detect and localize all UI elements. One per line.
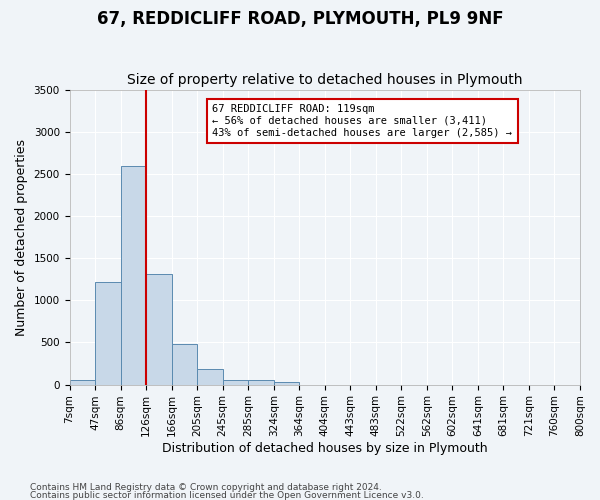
Bar [248, 380, 274, 384]
Bar [197, 369, 223, 384]
Bar [172, 344, 197, 385]
Bar [70, 380, 95, 384]
X-axis label: Distribution of detached houses by size in Plymouth: Distribution of detached houses by size … [162, 442, 488, 455]
Bar [274, 382, 299, 384]
Text: Contains public sector information licensed under the Open Government Licence v3: Contains public sector information licen… [30, 490, 424, 500]
Bar [121, 166, 146, 384]
Text: 67 REDDICLIFF ROAD: 119sqm
← 56% of detached houses are smaller (3,411)
43% of s: 67 REDDICLIFF ROAD: 119sqm ← 56% of deta… [212, 104, 512, 138]
Bar [223, 380, 248, 384]
Bar [95, 282, 121, 384]
Y-axis label: Number of detached properties: Number of detached properties [15, 138, 28, 336]
Text: 67, REDDICLIFF ROAD, PLYMOUTH, PL9 9NF: 67, REDDICLIFF ROAD, PLYMOUTH, PL9 9NF [97, 10, 503, 28]
Bar [146, 274, 172, 384]
Title: Size of property relative to detached houses in Plymouth: Size of property relative to detached ho… [127, 73, 523, 87]
Text: Contains HM Land Registry data © Crown copyright and database right 2024.: Contains HM Land Registry data © Crown c… [30, 483, 382, 492]
